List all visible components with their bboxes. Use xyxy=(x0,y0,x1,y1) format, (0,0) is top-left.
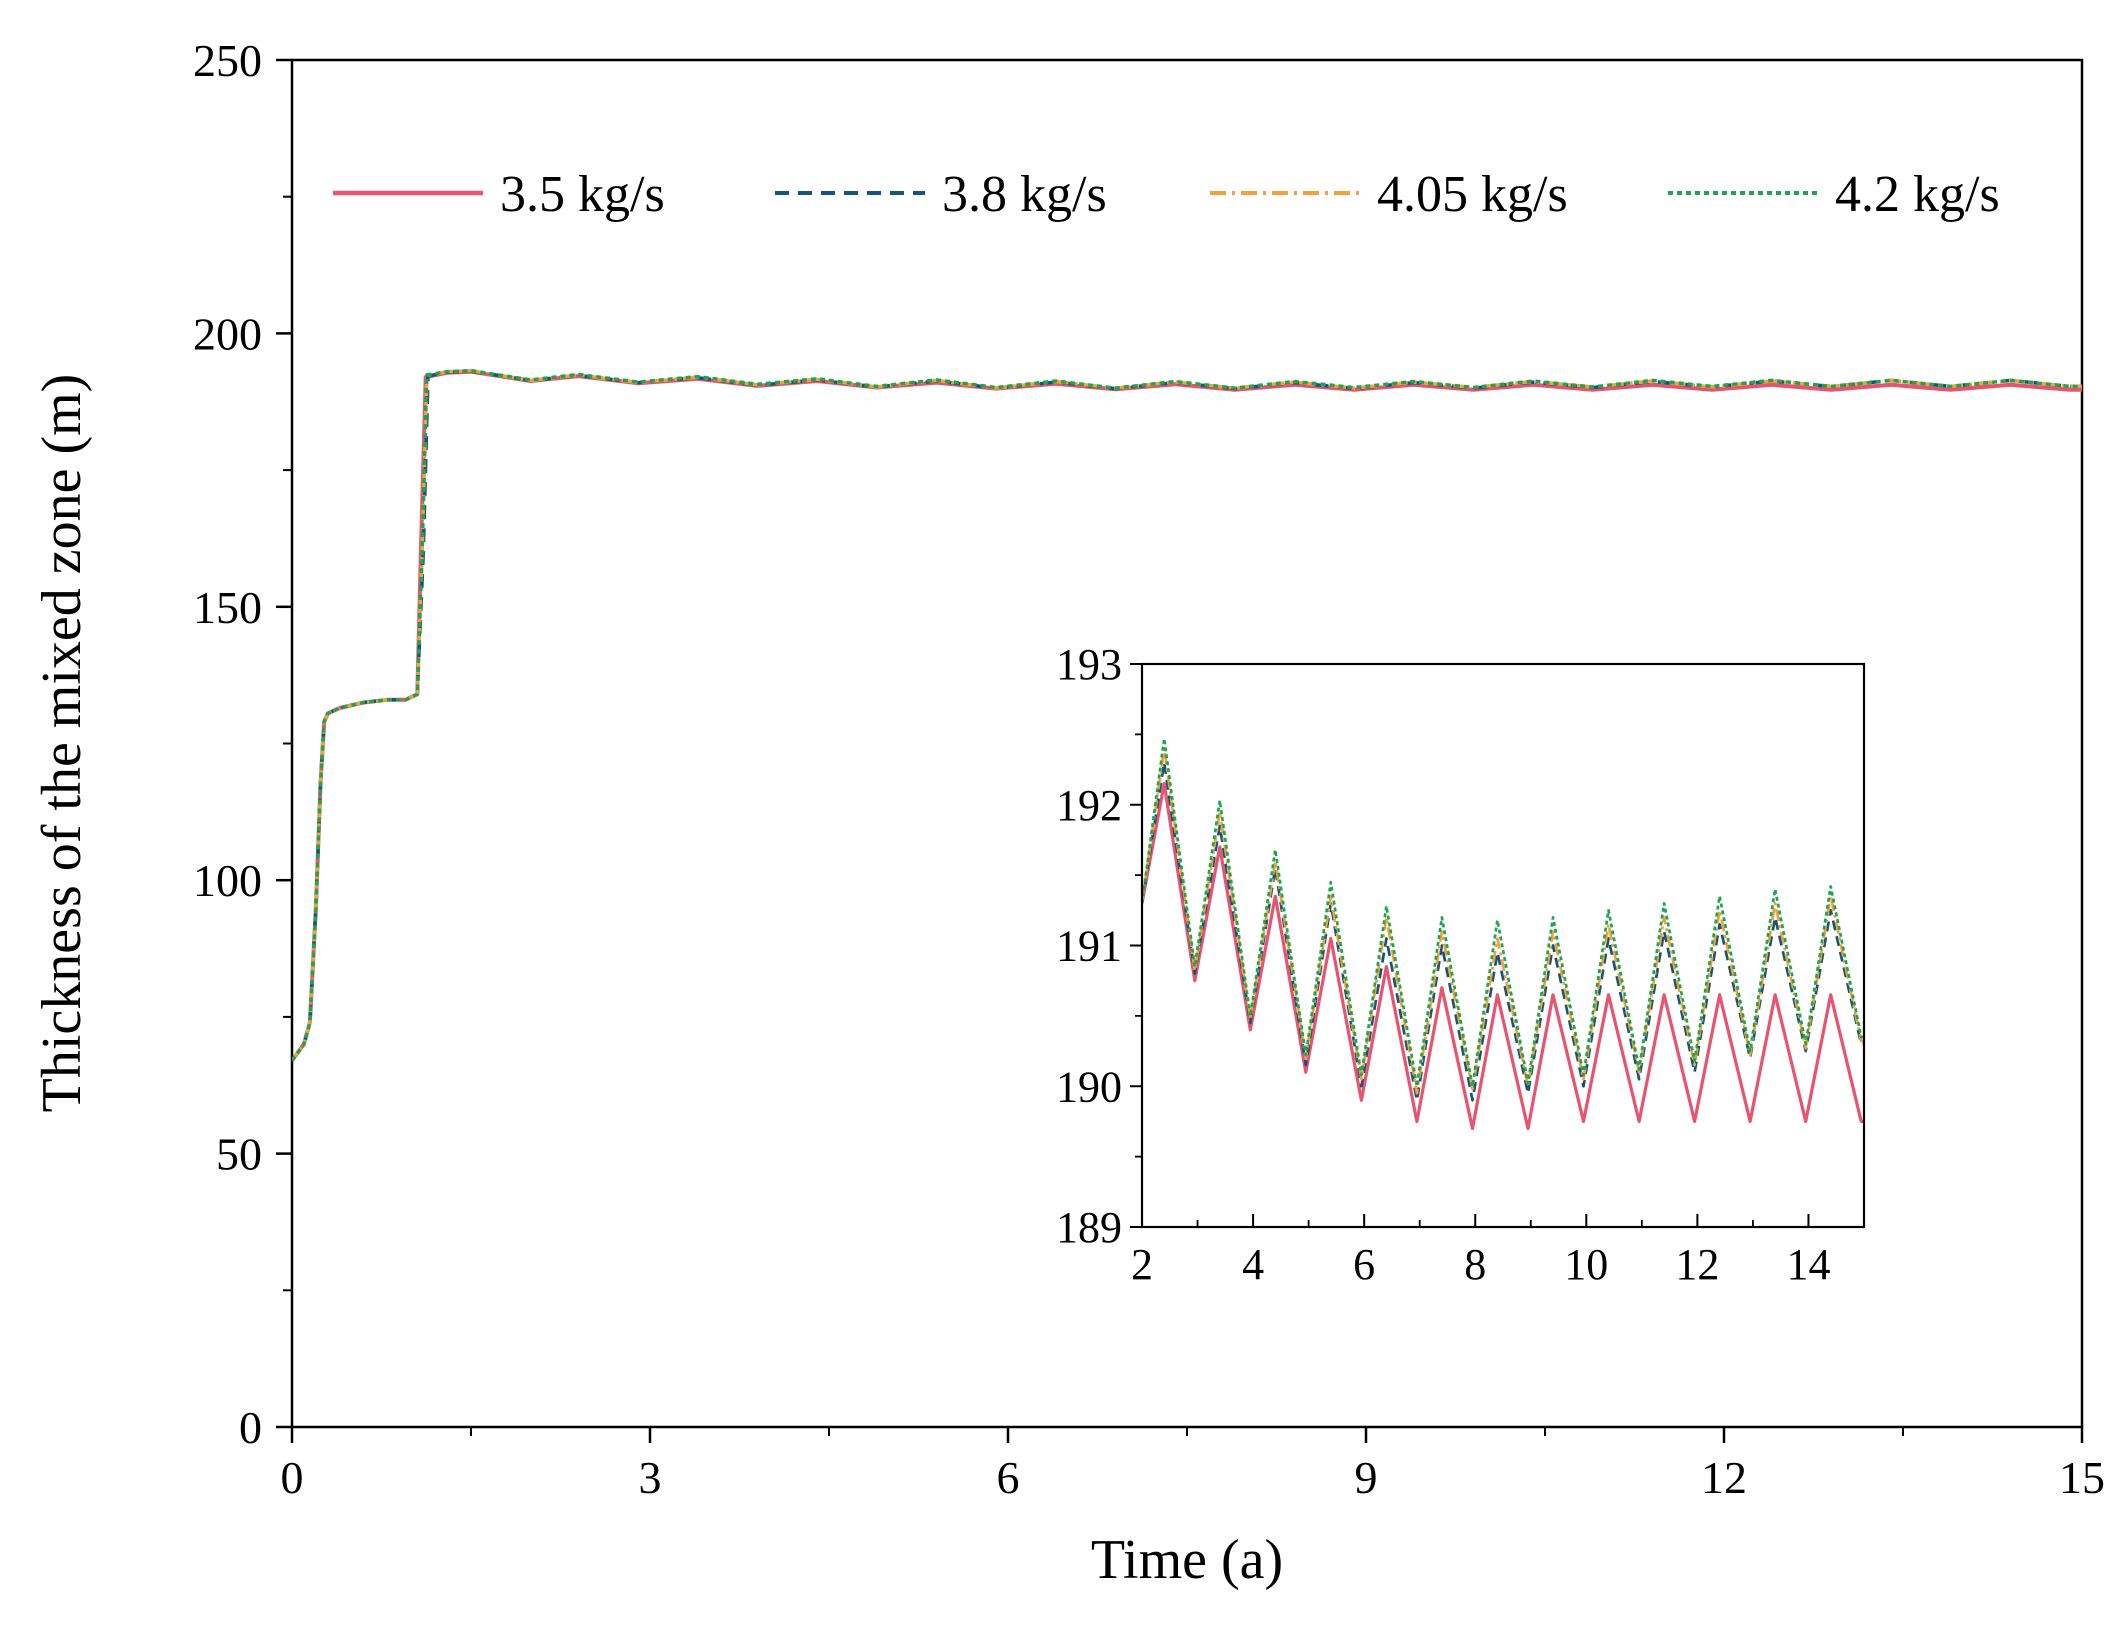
main-series-line-4 xyxy=(292,368,2082,1062)
legend-label-3: 4.05 kg/s xyxy=(1377,166,1568,223)
x-tick-label: 0 xyxy=(281,1452,304,1503)
x-axis-title: Time (a) xyxy=(1091,1529,1283,1591)
x-tick-label: 9 xyxy=(1355,1452,1378,1503)
y-tick-label: 0 xyxy=(239,1402,262,1453)
inset-y-tick-label: 193 xyxy=(1056,640,1122,689)
inset-series-line-2 xyxy=(1142,761,1864,1102)
x-tick-label: 15 xyxy=(2059,1452,2105,1503)
inset-x-tick-label: 14 xyxy=(1786,1240,1830,1289)
inset-y-tick-label: 192 xyxy=(1056,781,1122,830)
inset-y-tick-label: 190 xyxy=(1056,1062,1122,1111)
inset-x-tick-label: 4 xyxy=(1242,1240,1264,1289)
inset-x-tick-label: 2 xyxy=(1131,1240,1153,1289)
inset-y-tick-label: 189 xyxy=(1056,1203,1122,1252)
inset-x-tick-label: 6 xyxy=(1353,1240,1375,1289)
x-tick-label: 12 xyxy=(1701,1452,1747,1503)
x-tick-label: 3 xyxy=(639,1452,662,1503)
y-tick-label: 250 xyxy=(193,35,262,86)
inset-series-line-3 xyxy=(1142,747,1864,1095)
inset-x-tick-label: 10 xyxy=(1564,1240,1608,1289)
inset-series-line-4 xyxy=(1142,737,1864,1088)
legend-label-1: 3.5 kg/s xyxy=(500,166,665,223)
inset-x-tick-label: 12 xyxy=(1675,1240,1719,1289)
main-series-group xyxy=(292,368,2082,1062)
inset-x-tick-label: 8 xyxy=(1464,1240,1486,1289)
inset-series-group xyxy=(1142,737,1864,1131)
inset-series-line-1 xyxy=(1142,781,1864,1131)
x-tick-label: 6 xyxy=(997,1452,1020,1503)
y-tick-label: 50 xyxy=(216,1129,262,1180)
y-axis-title: Thickness of the mixed zone (m) xyxy=(31,374,93,1113)
legend: 3.5 kg/s 3.8 kg/s 4.05 kg/s 4.2 kg/s xyxy=(333,166,2000,223)
inset-axis-ticks: 2 4 6 8 10 12 14 189 190 191 192 193 xyxy=(1056,640,1865,1289)
legend-label-4: 4.2 kg/s xyxy=(1835,166,2000,223)
y-tick-label: 100 xyxy=(193,855,262,906)
legend-label-2: 3.8 kg/s xyxy=(942,166,1107,223)
y-tick-label: 150 xyxy=(193,582,262,633)
y-tick-label: 200 xyxy=(193,308,262,359)
inset-y-tick-label: 191 xyxy=(1056,922,1122,971)
